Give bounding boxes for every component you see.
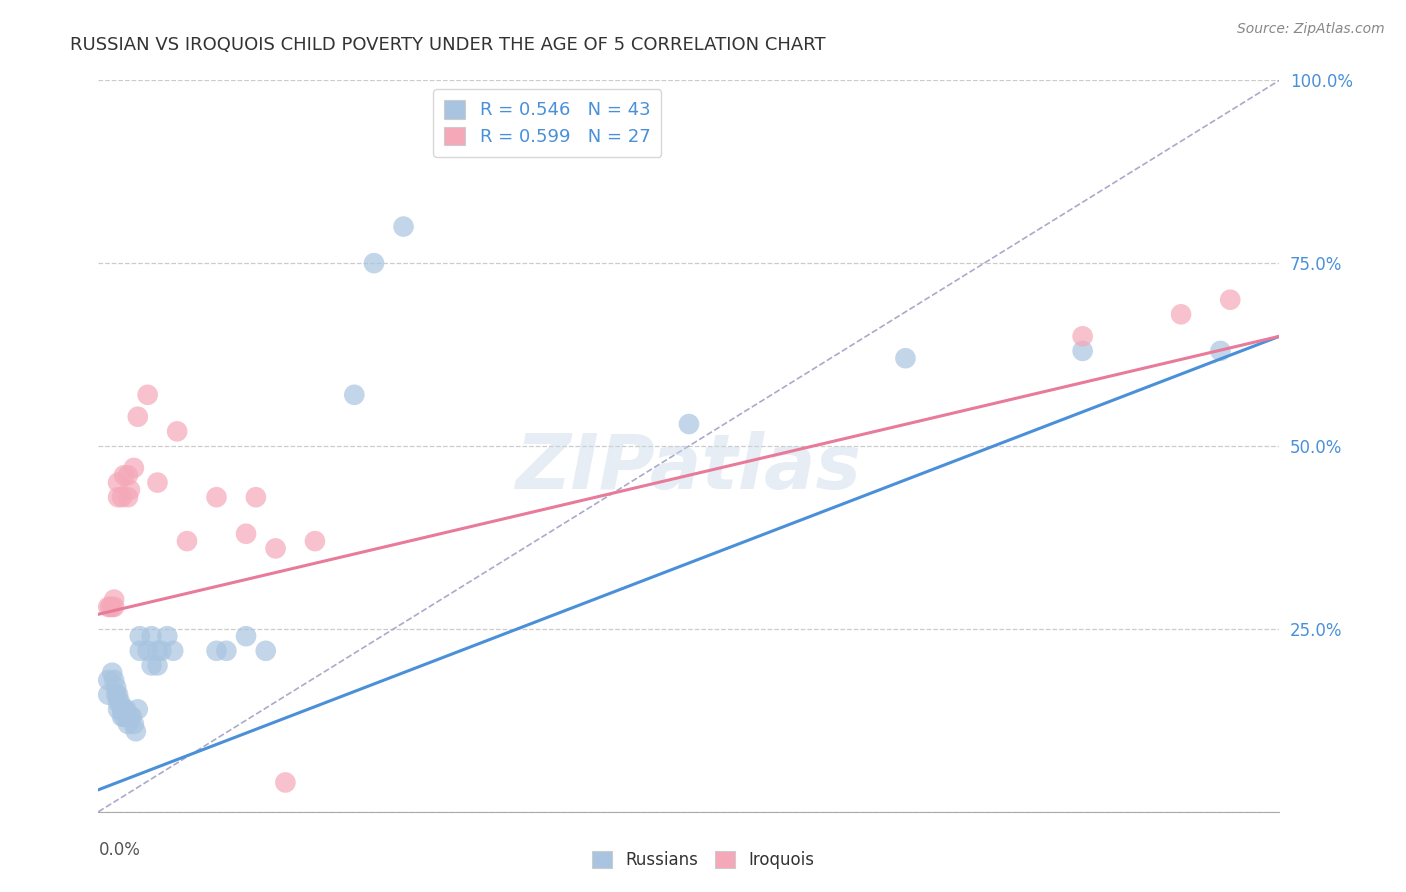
- Point: [136, 644, 159, 658]
- Point: [156, 629, 179, 643]
- Point: [112, 709, 135, 723]
- Legend: R = 0.546   N = 43, R = 0.599   N = 27: R = 0.546 N = 43, R = 0.599 N = 27: [433, 89, 661, 157]
- Point: [97, 673, 120, 687]
- Point: [127, 702, 149, 716]
- Point: [107, 475, 129, 490]
- Point: [97, 599, 120, 614]
- Point: [141, 658, 163, 673]
- Point: [128, 629, 150, 643]
- Text: 0.0%: 0.0%: [98, 841, 141, 859]
- Point: [1071, 343, 1094, 358]
- Point: [103, 673, 125, 687]
- Text: RUSSIAN VS IROQUOIS CHILD POVERTY UNDER THE AGE OF 5 CORRELATION CHART: RUSSIAN VS IROQUOIS CHILD POVERTY UNDER …: [70, 36, 825, 54]
- Point: [162, 644, 184, 658]
- Point: [117, 717, 139, 731]
- Point: [1071, 329, 1094, 343]
- Point: [107, 688, 129, 702]
- Point: [107, 695, 129, 709]
- Point: [101, 599, 124, 614]
- Point: [1209, 343, 1232, 358]
- Point: [117, 468, 139, 483]
- Point: [1219, 293, 1241, 307]
- Point: [146, 658, 169, 673]
- Point: [111, 490, 134, 504]
- Point: [235, 526, 257, 541]
- Point: [125, 724, 148, 739]
- Point: [118, 483, 141, 497]
- Point: [304, 534, 326, 549]
- Point: [264, 541, 287, 556]
- Point: [115, 702, 138, 716]
- Legend: Russians, Iroquois: Russians, Iroquois: [582, 841, 824, 880]
- Point: [166, 425, 188, 439]
- Point: [111, 702, 134, 716]
- Point: [274, 775, 297, 789]
- Text: ZIPatlas: ZIPatlas: [516, 431, 862, 505]
- Point: [205, 644, 228, 658]
- Point: [112, 468, 135, 483]
- Point: [363, 256, 385, 270]
- Point: [105, 688, 128, 702]
- Point: [112, 702, 135, 716]
- Point: [146, 644, 169, 658]
- Point: [122, 461, 145, 475]
- Point: [235, 629, 257, 643]
- Point: [205, 490, 228, 504]
- Point: [117, 490, 139, 504]
- Point: [97, 688, 120, 702]
- Point: [107, 702, 129, 716]
- Point: [678, 417, 700, 431]
- Point: [141, 629, 163, 643]
- Text: Source: ZipAtlas.com: Source: ZipAtlas.com: [1237, 22, 1385, 37]
- Point: [146, 475, 169, 490]
- Point: [103, 599, 125, 614]
- Point: [343, 388, 366, 402]
- Point: [118, 709, 141, 723]
- Point: [111, 709, 134, 723]
- Point: [127, 409, 149, 424]
- Point: [150, 644, 173, 658]
- Point: [136, 388, 159, 402]
- Point: [105, 681, 128, 695]
- Point: [245, 490, 267, 504]
- Point: [128, 644, 150, 658]
- Point: [254, 644, 277, 658]
- Point: [108, 695, 131, 709]
- Point: [122, 717, 145, 731]
- Point: [1170, 307, 1192, 321]
- Point: [98, 599, 121, 614]
- Point: [103, 592, 125, 607]
- Point: [101, 665, 124, 680]
- Point: [215, 644, 238, 658]
- Point: [117, 709, 139, 723]
- Point: [121, 709, 143, 723]
- Point: [176, 534, 198, 549]
- Point: [894, 351, 917, 366]
- Point: [392, 219, 415, 234]
- Point: [107, 490, 129, 504]
